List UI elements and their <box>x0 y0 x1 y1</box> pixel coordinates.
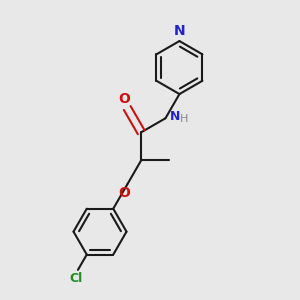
Text: N: N <box>170 110 180 123</box>
Text: O: O <box>118 92 130 106</box>
Text: Cl: Cl <box>70 272 83 285</box>
Text: N: N <box>174 23 185 38</box>
Text: H: H <box>180 114 188 124</box>
Text: O: O <box>118 186 130 200</box>
